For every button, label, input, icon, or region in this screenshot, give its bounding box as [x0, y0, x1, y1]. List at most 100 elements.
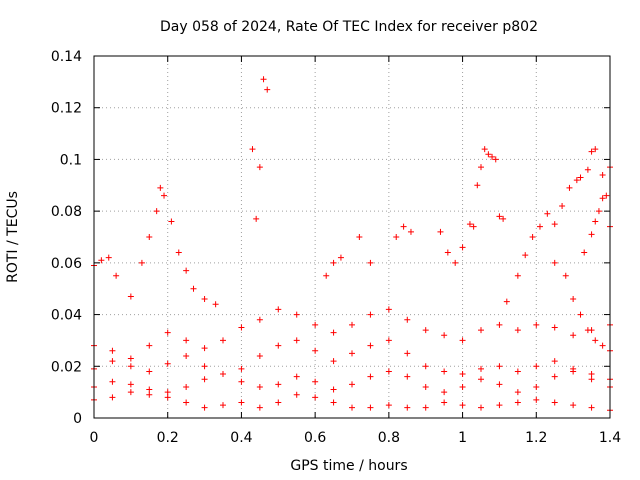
data-point	[592, 146, 599, 153]
x-tick-label: 0.6	[304, 430, 326, 446]
y-tick-label: 0.14	[51, 49, 82, 65]
x-tick-label: 1	[458, 430, 467, 446]
y-axis-label: ROTI / TECUs	[5, 191, 21, 283]
data-point	[599, 195, 606, 202]
data-point	[588, 148, 595, 155]
data-point	[249, 146, 256, 153]
y-tick-label: 0.04	[51, 308, 82, 324]
data-point	[275, 342, 282, 349]
data-point	[599, 342, 606, 349]
data-point	[474, 182, 481, 189]
data-point	[514, 368, 521, 375]
data-point	[164, 360, 171, 367]
data-point	[201, 296, 208, 303]
data-point	[566, 184, 573, 191]
data-point	[559, 202, 566, 209]
data-point	[367, 373, 374, 380]
data-point	[164, 394, 171, 401]
data-point	[514, 272, 521, 279]
data-point	[544, 210, 551, 217]
data-point	[588, 376, 595, 383]
grid	[94, 56, 610, 418]
data-point	[190, 285, 197, 292]
data-point	[312, 321, 319, 328]
data-point	[496, 363, 503, 370]
data-point	[444, 249, 451, 256]
data-point	[533, 363, 540, 370]
data-point	[492, 156, 499, 163]
data-point	[256, 352, 263, 359]
data-point	[514, 327, 521, 334]
data-point	[183, 383, 190, 390]
data-point	[168, 218, 175, 225]
data-point	[529, 234, 536, 240]
data-point	[367, 259, 374, 266]
data-point	[323, 272, 330, 279]
data-point	[441, 389, 448, 396]
data-point	[551, 358, 558, 365]
data-point	[441, 399, 448, 406]
data-point	[349, 404, 355, 411]
data-point	[404, 404, 411, 411]
data-point	[514, 399, 521, 406]
data-point	[570, 402, 577, 409]
data-point	[551, 221, 558, 228]
data-point	[127, 381, 134, 388]
data-point	[496, 213, 503, 220]
data-point	[109, 394, 116, 401]
series-arc-e	[91, 184, 219, 308]
data-point	[330, 329, 337, 336]
data-point	[146, 386, 153, 393]
data-point	[422, 363, 429, 370]
data-point	[164, 389, 171, 396]
x-tick-label: 1.2	[525, 430, 547, 446]
axis-ticks: 0 0.2 0.4 0.6 0.8 1 1.2 1.4 0 0.02 0.04 0.06 0.08 0.1…	[51, 49, 621, 446]
data-point	[109, 378, 116, 385]
series-arc-d	[91, 306, 613, 362]
data-point	[175, 249, 182, 256]
data-point	[500, 215, 507, 222]
data-point	[153, 208, 160, 215]
data-point	[183, 337, 190, 344]
data-point	[161, 192, 168, 199]
data-point	[478, 376, 484, 383]
data-point	[260, 76, 267, 83]
data-point	[220, 402, 226, 409]
data-point	[275, 381, 282, 388]
data-point	[238, 324, 245, 331]
data-point	[441, 332, 448, 339]
data-point	[459, 244, 466, 251]
data-point	[459, 383, 466, 390]
data-point	[466, 221, 473, 228]
data-point	[496, 321, 503, 328]
data-point	[356, 234, 363, 240]
data-point	[496, 402, 503, 409]
data-point	[201, 363, 208, 370]
data-point	[385, 306, 392, 313]
data-point	[588, 404, 595, 411]
x-tick-label: 0.2	[157, 430, 179, 446]
data-point	[592, 337, 599, 344]
x-tick-label: 0.4	[230, 430, 252, 446]
data-point	[562, 272, 569, 279]
data-point	[584, 327, 591, 334]
data-point	[127, 363, 134, 370]
data-point	[481, 146, 488, 153]
data-point	[146, 342, 153, 349]
data-point	[385, 368, 392, 375]
data-point	[157, 184, 164, 191]
data-point	[367, 404, 374, 411]
data-point	[256, 404, 263, 411]
y-tick-label: 0.08	[51, 204, 82, 220]
data-point	[146, 391, 153, 398]
data-point	[437, 228, 444, 235]
data-point	[337, 254, 344, 261]
data-point	[201, 345, 208, 352]
data-point	[533, 396, 540, 403]
data-point	[595, 208, 602, 215]
data-point	[478, 164, 484, 171]
data-point	[127, 389, 134, 396]
x-tick-label: 0	[90, 430, 99, 446]
data-point	[533, 383, 540, 390]
